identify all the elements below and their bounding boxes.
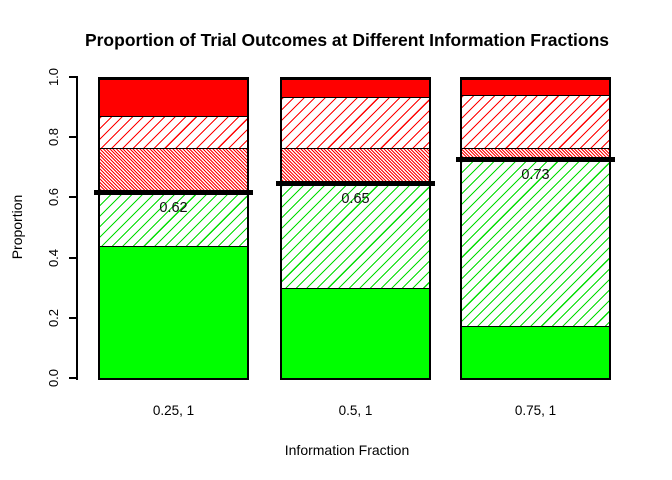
threshold-label: 0.62 bbox=[159, 199, 188, 216]
y-tick-label: 0.8 bbox=[46, 128, 61, 147]
y-tick-label: 0.0 bbox=[46, 368, 61, 388]
bar-column: 0.62 bbox=[94, 77, 253, 380]
y-tick bbox=[69, 256, 77, 259]
bar-segment-red-sparse-hatch bbox=[462, 95, 609, 148]
y-tick-label: 0.4 bbox=[46, 248, 61, 267]
threshold-line bbox=[94, 190, 253, 196]
y-tick bbox=[69, 196, 77, 199]
threshold-label: 0.65 bbox=[341, 190, 370, 207]
bar-segment-solid-green-bottom bbox=[100, 246, 247, 378]
y-tick bbox=[69, 316, 77, 319]
chart-title: Proportion of Trial Outcomes at Differen… bbox=[84, 30, 610, 50]
y-tick-label: 1.0 bbox=[46, 67, 61, 87]
y-tick-label: 0.6 bbox=[46, 188, 61, 207]
bar-segment-red-sparse-hatch bbox=[100, 116, 247, 148]
bar-segment-red-dense-hatch bbox=[282, 147, 429, 184]
x-tick-label: 0.5, 1 bbox=[338, 403, 373, 418]
y-tick-label: 0.2 bbox=[46, 308, 61, 327]
threshold-label: 0.73 bbox=[521, 166, 550, 183]
x-tick-label: 0.75, 1 bbox=[514, 403, 557, 418]
bar-segment-green-hatch bbox=[100, 192, 247, 247]
y-tick bbox=[69, 136, 77, 139]
y-axis-line bbox=[75, 76, 78, 380]
y-tick bbox=[69, 377, 77, 379]
threshold-line bbox=[456, 157, 615, 163]
bar-segment-solid-green-bottom bbox=[462, 325, 609, 378]
bar-segment-green-hatch bbox=[282, 183, 429, 289]
bar-segment-red-sparse-hatch bbox=[282, 96, 429, 148]
x-axis-label: Information Fraction bbox=[284, 442, 410, 458]
threshold-line bbox=[276, 181, 435, 187]
bar-segment-solid-green-bottom bbox=[282, 288, 429, 378]
bar-segment-solid-red-top bbox=[100, 79, 247, 117]
bar-segment-red-dense-hatch bbox=[462, 147, 609, 160]
bar-segment-red-dense-hatch bbox=[100, 147, 247, 193]
y-tick bbox=[69, 76, 77, 78]
bar-column: 0.65 bbox=[276, 77, 435, 380]
bar-segment-solid-red-top bbox=[282, 79, 429, 97]
x-tick-label: 0.25, 1 bbox=[152, 403, 195, 418]
bar-segment-green-hatch bbox=[462, 159, 609, 326]
bar-column: 0.73 bbox=[456, 77, 615, 380]
bar-segment-solid-red-top bbox=[462, 79, 609, 96]
y-axis-label: Proportion bbox=[9, 194, 25, 260]
